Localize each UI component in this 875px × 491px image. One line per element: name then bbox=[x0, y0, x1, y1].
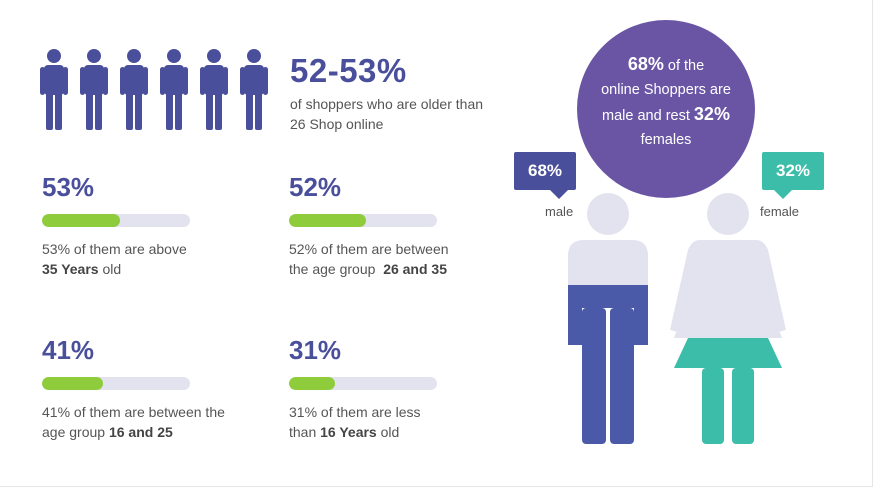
stat-highlight: 16 Years bbox=[320, 424, 377, 440]
person-icon bbox=[40, 49, 68, 130]
bubble-highlight: 32% bbox=[693, 104, 730, 124]
stat-description-line: the age group 26 and 35 bbox=[289, 259, 519, 279]
stat-suffix: old bbox=[98, 261, 122, 277]
female-percent-tag: 32% bbox=[762, 152, 824, 199]
stat-highlight: 16 and 25 bbox=[108, 424, 173, 440]
bubble-line: females bbox=[640, 132, 692, 148]
male-label: male bbox=[545, 204, 574, 219]
stat-description-line: 53% of them are above bbox=[42, 241, 187, 257]
people-icon-row bbox=[40, 48, 270, 130]
stat-prefix: than bbox=[289, 424, 321, 440]
stat-block: 53% 53% of them are above 35 Years old bbox=[42, 170, 272, 279]
stat-description-line: 31% of them are less bbox=[289, 404, 421, 420]
person-icon bbox=[80, 49, 108, 130]
stat-progress-bar bbox=[42, 214, 190, 227]
stat-highlight: 26 and 35 bbox=[383, 261, 448, 277]
stat-description: 41% of them are between the age group 16… bbox=[42, 402, 272, 442]
stat-progress-bar bbox=[289, 377, 437, 390]
female-label: female bbox=[760, 204, 800, 219]
person-icon bbox=[120, 49, 148, 130]
male-percent-tag: 68% bbox=[514, 152, 576, 199]
stat-description: 52% of them are between the age group 26… bbox=[289, 239, 519, 279]
bubble-text: of the bbox=[663, 58, 705, 74]
headline-description: of shoppers who are older than 26 Shop o… bbox=[290, 96, 484, 132]
person-icon bbox=[200, 49, 228, 130]
female-figure-icon bbox=[670, 193, 786, 444]
person-icon bbox=[160, 49, 188, 130]
stat-progress-fill bbox=[42, 377, 103, 390]
bubble-highlight: 68% bbox=[627, 54, 664, 74]
stat-progress-bar bbox=[42, 377, 190, 390]
gender-figures bbox=[568, 193, 786, 444]
stat-prefix: age group bbox=[42, 424, 109, 440]
stat-description: 53% of them are above 35 Years old bbox=[42, 239, 272, 279]
stat-suffix: old bbox=[376, 424, 400, 440]
stat-block: 41% 41% of them are between the age grou… bbox=[42, 333, 272, 442]
stat-highlight: 35 Years bbox=[42, 261, 99, 277]
stat-percent: 52% bbox=[289, 172, 342, 202]
bubble-line: male and rest 32% bbox=[577, 102, 755, 128]
bubble-line: 68% of the bbox=[577, 52, 755, 78]
headline-value: 52-53% bbox=[290, 52, 407, 89]
male-figure-icon bbox=[568, 193, 648, 444]
stat-description-line: 35 Years old bbox=[42, 259, 272, 279]
stat-description-line: age group 16 and 25 bbox=[42, 422, 272, 442]
stat-description-line: 52% of them are between bbox=[289, 241, 449, 257]
person-icon bbox=[240, 49, 268, 130]
stat-description: 31% of them are less than 16 Years old bbox=[289, 402, 519, 442]
bubble-text: male and rest bbox=[602, 108, 694, 124]
gender-share-bubble: 68% of the online Shoppers are male and … bbox=[577, 20, 755, 198]
stat-block: 52% 52% of them are between the age grou… bbox=[289, 170, 519, 279]
stat-progress-fill bbox=[42, 214, 121, 227]
stat-percent: 31% bbox=[289, 335, 342, 365]
bubble-line: online Shoppers are bbox=[601, 82, 731, 98]
stat-progress-fill bbox=[289, 214, 366, 227]
stat-prefix: the age group bbox=[289, 261, 384, 277]
stat-percent: 53% bbox=[42, 172, 95, 202]
stat-percent: 41% bbox=[42, 335, 95, 365]
stat-block: 31% 31% of them are less than 16 Years o… bbox=[289, 333, 519, 442]
stat-description-line: than 16 Years old bbox=[289, 422, 519, 442]
stat-description-line: 41% of them are between the bbox=[42, 404, 225, 420]
stat-progress-fill bbox=[289, 377, 335, 390]
stat-progress-bar bbox=[289, 214, 437, 227]
